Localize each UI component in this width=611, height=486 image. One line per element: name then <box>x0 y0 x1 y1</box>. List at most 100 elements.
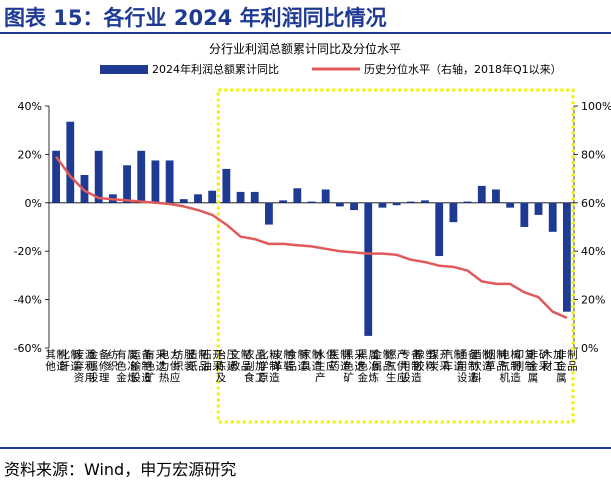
x-tick-label: 皮革制鞋 <box>272 348 294 372</box>
bar <box>435 202 444 257</box>
bar <box>94 150 103 203</box>
title-bar: 图表 15：各行业 2024 年利润同比情况 <box>0 0 611 34</box>
legend-bar-label: 2024年利润总额累计同比 <box>152 62 279 76</box>
bar <box>463 201 472 203</box>
highlight-box <box>216 88 575 424</box>
right-axis: 100% 80% 60% 40% 20% 0% <box>573 100 611 355</box>
figure-title: 图表 15：各行业 2024 年利润同比情况 <box>4 6 387 30</box>
bar <box>548 202 557 232</box>
x-tick-label: 石油开采 <box>201 349 223 372</box>
right-axis-tick-label: 20% <box>581 294 605 307</box>
bar <box>179 199 188 203</box>
bar <box>563 202 571 312</box>
x-tick-label: 金属制品 <box>372 348 394 372</box>
bar <box>137 150 146 203</box>
x-tick-label: 化学原料制造 <box>258 348 280 384</box>
x-tick-label: 有色矿采选 <box>145 348 167 384</box>
x-tick-label: 烟草制品 <box>485 348 507 372</box>
x-tick-label: 家具制造 <box>301 348 323 372</box>
bar <box>165 160 174 203</box>
bottom-divider <box>0 447 611 449</box>
bar-series <box>52 121 571 336</box>
bar <box>208 190 217 203</box>
right-axis-tick-label: 0% <box>581 342 598 355</box>
legend-bar-swatch <box>100 65 148 74</box>
bar <box>236 191 245 203</box>
bar <box>222 168 231 203</box>
x-tick-label: 文教制品 <box>230 348 252 372</box>
x-tick-label: 非金属矿采 <box>528 348 550 384</box>
bar <box>293 188 302 203</box>
bar <box>364 202 373 336</box>
bar <box>321 189 330 203</box>
x-tick-label: 医药制造 <box>329 348 351 372</box>
bar <box>520 202 529 227</box>
legend: 2024年利润总额累计同比 历史分位水平（右轴，2018年Q1以来） <box>100 62 562 76</box>
right-axis-tick-label: 80% <box>581 148 605 161</box>
x-tick-label: 非金属制品 <box>556 348 578 384</box>
bar <box>378 202 387 208</box>
left-axis-tick-label: -40% <box>14 294 42 307</box>
bar <box>151 160 160 203</box>
chart-area: 分行业利润总额累计同比及分位水平 2024年利润总额累计同比 历史分位水平（右轴… <box>0 38 611 446</box>
bar <box>265 202 273 225</box>
x-tick-label: 通用设备制造 <box>457 348 479 384</box>
percentile-line <box>55 156 568 319</box>
source-note: 资料来源：Wind，申万宏源研究 <box>4 460 237 479</box>
right-axis-tick-label: 60% <box>581 197 605 210</box>
x-tick-label: 食品制造 <box>287 348 309 372</box>
x-tick-label: 黑色矿采选 <box>343 349 365 384</box>
bar <box>335 202 344 207</box>
x-tick-label: 运输设备制造 <box>130 348 152 384</box>
x-tick-label: 专用设备制造 <box>400 348 422 384</box>
title-divider <box>0 32 611 34</box>
legend-line-label: 历史分位水平（右轴，2018年Q1以来） <box>364 62 562 76</box>
x-tick-label: 化纤制造 <box>60 348 82 372</box>
x-tick-label: 金属设备修理 <box>88 348 110 384</box>
bar <box>421 200 429 203</box>
bar <box>250 191 259 203</box>
left-axis: 40% 20% 0% -20% -40% -60% <box>14 100 50 355</box>
right-axis-tick-label: 100% <box>581 100 611 113</box>
x-tick-label: 电气机械制造 <box>499 348 521 384</box>
x-tick-label: 其他制造 <box>45 348 67 372</box>
x-tick-label: 水生产供应 <box>315 348 337 384</box>
bar <box>477 185 486 203</box>
x-tick-label: 冶炼及压延 <box>216 348 238 384</box>
left-axis-tick-label: 40% <box>18 100 42 113</box>
bar <box>80 174 89 203</box>
bar <box>307 201 316 203</box>
bar <box>392 202 401 206</box>
bar <box>123 165 131 203</box>
left-axis-tick-label: 0% <box>25 197 42 210</box>
chart-title: 分行业利润总额累计同比及分位水平 <box>209 41 401 56</box>
x-tick-label: 废弃资源利用 <box>74 348 96 384</box>
bar <box>52 150 60 203</box>
x-tick-label: 电力热力供应 <box>159 348 181 384</box>
x-tick-label: 纺织服装 <box>173 348 195 372</box>
left-axis-tick-label: -20% <box>14 245 42 258</box>
x-tick-label: 酒饮料制造 <box>471 348 493 384</box>
bar <box>279 200 288 203</box>
bar <box>449 202 458 223</box>
x-tick-label: 有色金属冶炼 <box>116 348 138 384</box>
x-tick-label: 煤炭开采 <box>428 348 450 372</box>
bar <box>506 202 515 208</box>
bar <box>194 194 202 203</box>
x-tick-label: 造纸制品 <box>187 348 209 372</box>
x-tick-label: 燃气生产供应 <box>386 348 408 384</box>
bar <box>534 202 543 215</box>
bar <box>350 202 358 211</box>
bar <box>406 201 415 203</box>
right-axis-tick-label: 40% <box>581 245 605 258</box>
x-tick-label: 黑色金属冶炼 <box>358 349 380 384</box>
bar <box>66 121 75 203</box>
left-axis-tick-label: -60% <box>14 342 42 355</box>
bar <box>492 189 500 203</box>
x-tick-label: 纺织 <box>108 348 119 372</box>
x-tick-label: 农副食品加工 <box>244 348 266 384</box>
x-tick-label: 汽车制造 <box>443 348 465 372</box>
x-tick-labels: 其他制造化纤制造废弃资源利用金属设备修理纺织有色金属冶炼运输设备制造有色矿采选电… <box>45 348 577 384</box>
x-tick-label: 木材加工 <box>542 349 564 372</box>
x-tick-label: 印刷复制 <box>514 348 536 372</box>
